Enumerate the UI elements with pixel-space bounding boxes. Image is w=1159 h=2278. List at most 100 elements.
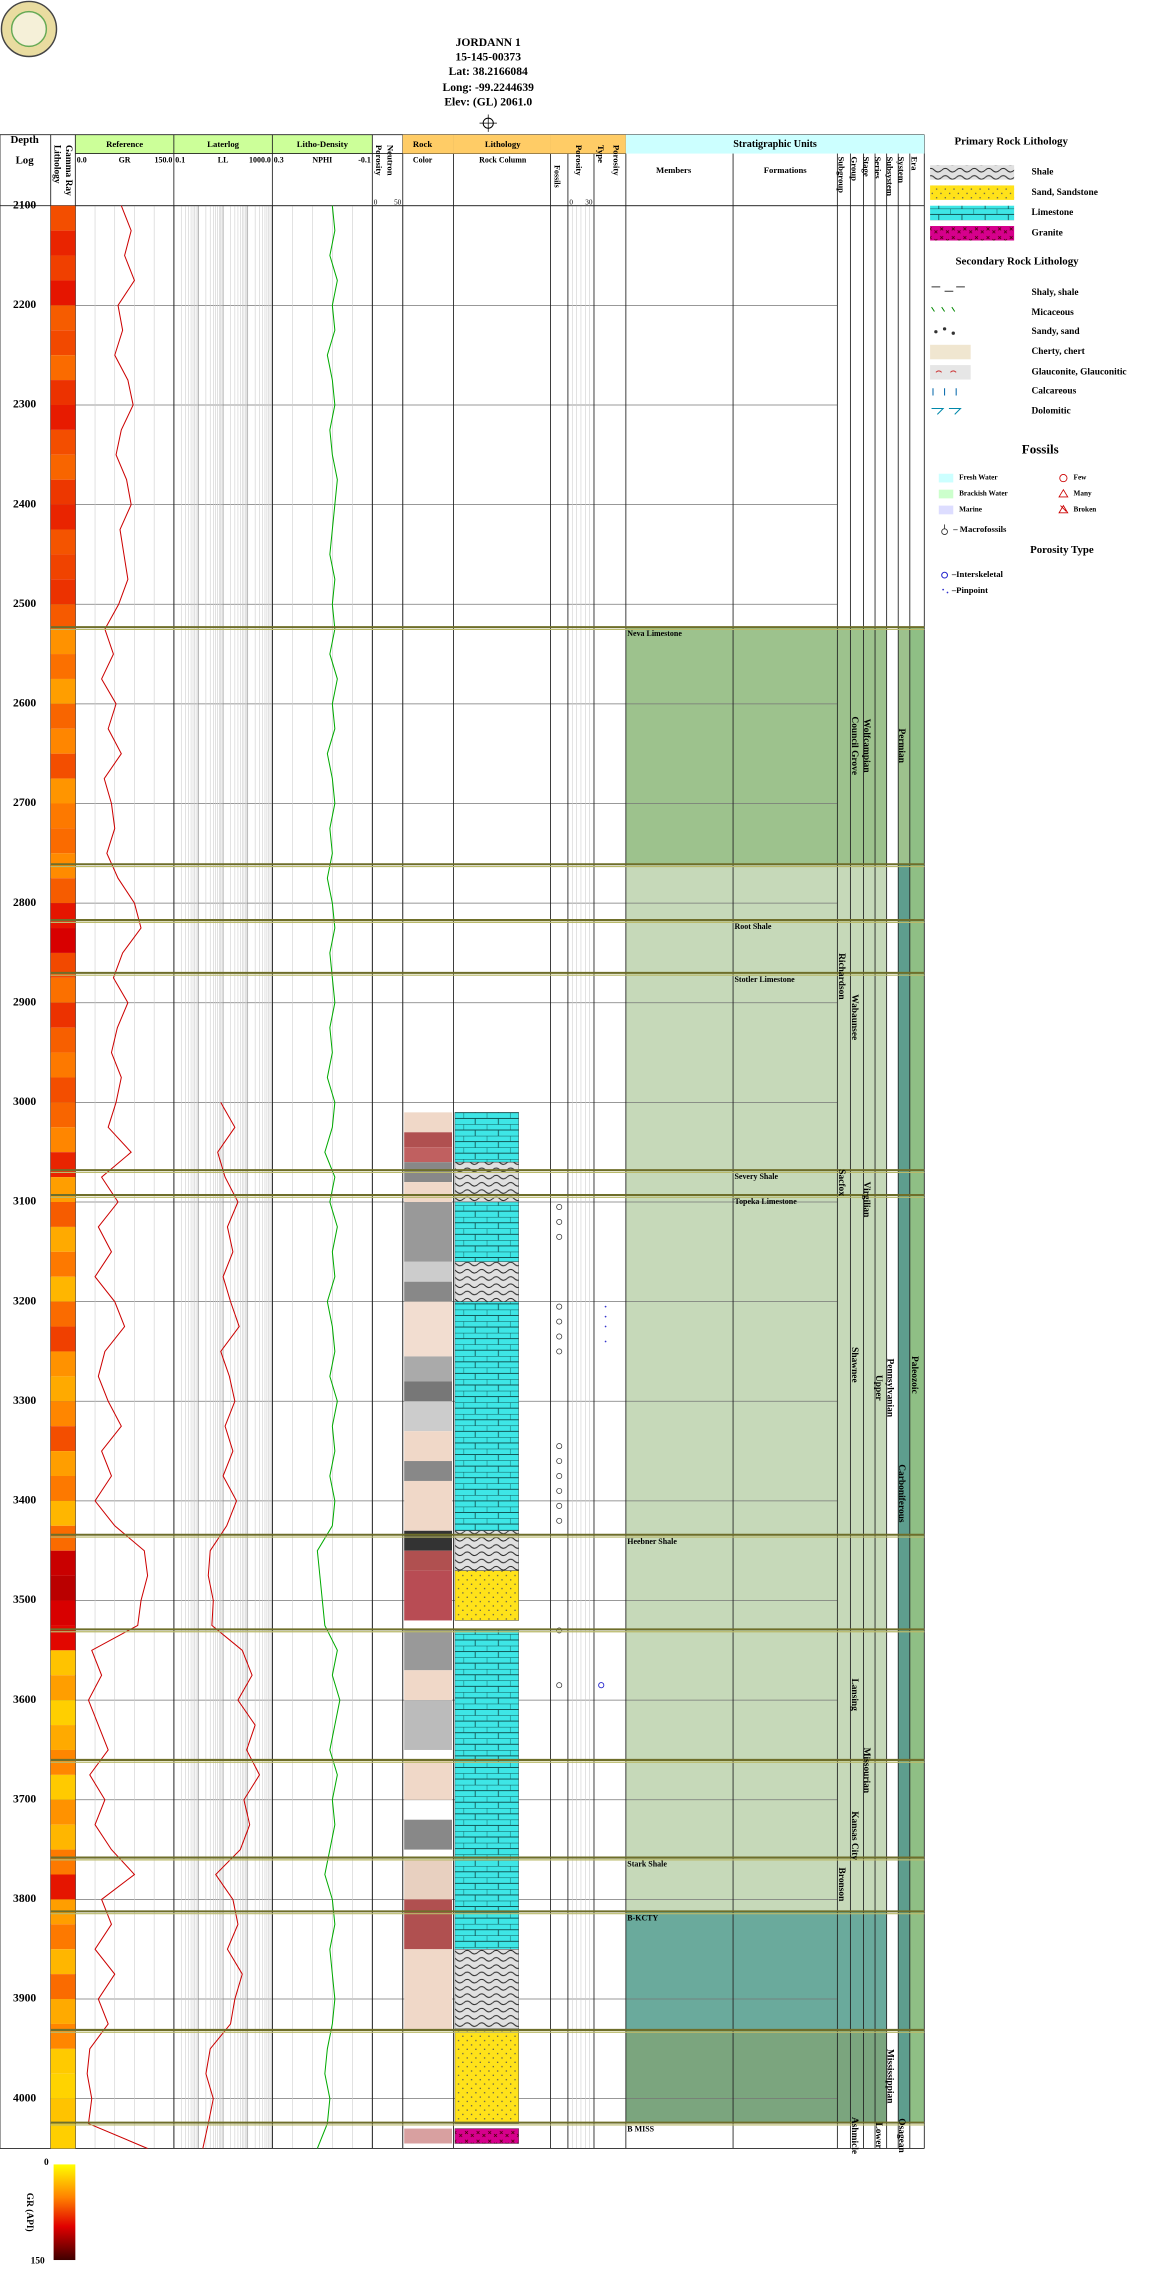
fossil (556, 1517, 563, 1524)
lithology-header-bg (453, 134, 551, 154)
marks (50, 205, 925, 2149)
track-scale: 0 (374, 198, 378, 206)
gamma-strip (50, 878, 76, 904)
strat-unit-label: Lower (873, 2122, 883, 2148)
track-title: Porosity (374, 145, 384, 176)
gamma-strip (50, 404, 76, 430)
gamma-strip (50, 1052, 76, 1078)
depth-tick-label: 2500 (13, 597, 36, 610)
depth-tick-label: 2300 (13, 398, 36, 411)
gamma-strip (50, 604, 76, 630)
legend-label: Dolomitic (1032, 407, 1071, 417)
legend-label: Fresh Water (959, 474, 998, 482)
fossil (556, 1458, 563, 1465)
legend-label: Micaceous (1032, 308, 1075, 318)
formations-header: Formations (764, 165, 808, 175)
rock-color (404, 1570, 453, 1621)
depth-tick-label: 3500 (13, 1593, 36, 1606)
fossil-header-bg (550, 134, 626, 154)
depth-tick-label: 2200 (13, 298, 36, 311)
member-label: Stark Shale (627, 1860, 667, 1869)
rock-color (404, 1182, 453, 1203)
gamma-strip (50, 1725, 76, 1750)
gamma-strip (50, 1426, 76, 1452)
grid (0, 134, 925, 2149)
track-scale: 50 (394, 198, 402, 206)
fossil (556, 1348, 563, 1355)
rock-color (404, 1112, 453, 1133)
gamma-header: Gamma Ray (63, 145, 73, 196)
depth-tick-label: 3300 (13, 1394, 36, 1407)
gamma-strip (50, 1276, 76, 1302)
gamma-strip (50, 629, 76, 655)
lithology-interval (454, 2128, 519, 2144)
gamma-strip (50, 1824, 76, 1850)
depth-tick-label: 2600 (13, 697, 36, 710)
strat-header-bg (625, 134, 925, 154)
strat-unit (898, 864, 910, 2123)
gamma-header: Lithology (51, 145, 61, 184)
gamma-strip (50, 479, 76, 505)
lithology-interval (454, 1630, 519, 1950)
fossil (556, 1218, 563, 1225)
strat-column-header: Stage (862, 156, 872, 176)
interskeletal-porosity (598, 1682, 605, 1689)
legend-label: Sand, Sandstone (1032, 188, 1098, 198)
track-header-bg (75, 134, 174, 154)
gamma-strip (50, 429, 76, 455)
legend-swatch (938, 489, 954, 499)
gr-scale-label: GR (API) (24, 2193, 35, 2232)
gamma-strip (50, 1002, 76, 1028)
legend-swatch (930, 185, 1015, 200)
macrofossil-symbol (941, 524, 948, 536)
gamma-strip (50, 2073, 76, 2099)
elevation: Elev: (GL) 2061.0 (444, 96, 532, 109)
legend-label: Many (1074, 490, 1092, 498)
depth-tick-label: 2400 (13, 497, 36, 510)
legend-swatch (938, 473, 954, 483)
strat-column-header: Subsystem (885, 156, 895, 196)
gamma-strip (50, 778, 76, 804)
lithology-interval (454, 1112, 519, 1163)
rock-color-header: Rock (413, 139, 432, 149)
legend-label: – Macrofossils (952, 524, 1007, 534)
strat-unit-label: Sacfox (836, 1169, 846, 1196)
strat-unit-label: Pennsylvanian (884, 1359, 894, 1418)
rock-color (404, 1132, 453, 1148)
rock-color (404, 1381, 453, 1402)
rock-color (404, 1401, 453, 1432)
gamma-strip (50, 977, 76, 1003)
gamma-strip (50, 828, 76, 854)
latitude: Lat: 38.2166084 (449, 65, 528, 78)
gamma-strip (50, 1525, 76, 1551)
gamma-strip (50, 1799, 76, 1825)
legend-title: Primary Rock Lithology (955, 135, 1069, 147)
gamma-strip (50, 2123, 76, 2149)
strat-column-header: System (896, 156, 906, 183)
track-scale: 1000.0 (249, 156, 271, 165)
track-header-bg (272, 134, 373, 154)
gamma-strip (50, 903, 76, 929)
depth-tick-label: 3900 (13, 1992, 36, 2005)
depth-tick-label: 2700 (13, 796, 36, 809)
fossil (556, 1443, 563, 1450)
legend-label: –Interskeletal (951, 569, 1004, 579)
gamma-strip (50, 803, 76, 829)
gamma-strip (50, 1102, 76, 1128)
depth-tick-label: 3400 (13, 1494, 36, 1507)
gamma-strip (50, 529, 76, 555)
gamma-strip (50, 1202, 76, 1227)
legend-swatch (930, 226, 1015, 241)
gamma-strip (50, 1152, 76, 1178)
rock-color (404, 1759, 453, 1800)
well-symbol (479, 114, 497, 132)
track-scale: 0.1 (175, 156, 185, 165)
curve (202, 1102, 261, 2149)
rock-color (404, 1819, 453, 1850)
depth-tick-label: 3700 (13, 1792, 36, 1805)
labels: JORDANN 1 15-145-00373 Lat: 38.2166084 L… (0, 0, 1127, 2267)
member-label: B MISS (627, 2125, 654, 2134)
gamma-strip (50, 1475, 76, 1501)
gr-scale-tick: 0 (44, 2158, 49, 2168)
rock-color (404, 1670, 453, 1701)
